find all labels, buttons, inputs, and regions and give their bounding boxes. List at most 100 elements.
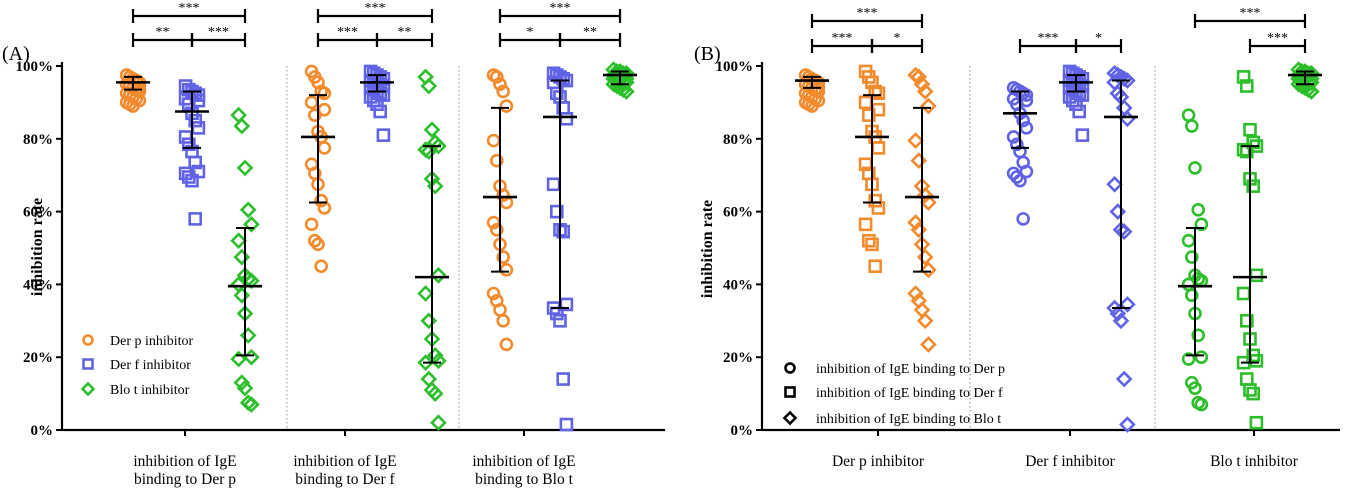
panel-a-data-point: [317, 86, 332, 101]
panel-b-data-point: [858, 95, 873, 110]
panel-a-data-point: [317, 141, 332, 155]
panel-b-data-point: [1194, 397, 1209, 412]
panel-a-group-label: binding to Der f: [295, 471, 395, 488]
panel-b-data-point: [1115, 223, 1133, 240]
panel-a-data-point: [304, 217, 319, 232]
panel-b-data-point: [858, 217, 873, 232]
panel-b-data-point: [1240, 313, 1254, 328]
panel-b-data-point: [1236, 286, 1251, 301]
panel-a-data-point: [430, 414, 447, 432]
panel-b-data-point: [868, 84, 883, 99]
panel-a-group-label: inhibition of IgE: [293, 453, 396, 470]
panel-b-data-point: [868, 259, 883, 274]
panel-a-data-point: [314, 259, 329, 274]
panel-b-data-point: [1112, 312, 1130, 330]
panel-b-legend-marker: [784, 362, 796, 374]
panel-a-y-tick-label: 0%: [31, 423, 54, 439]
panel-b-significance-label: ***: [1038, 31, 1059, 46]
panel-b-significance-label: ***: [832, 31, 853, 46]
panel-b-data-point: [1185, 288, 1199, 303]
panel-b-significance-label: ***: [1240, 6, 1261, 21]
panel-a-data-point: [496, 188, 511, 203]
panel-b-data-point: [1236, 70, 1251, 84]
panel-b-data-point: [1194, 217, 1209, 232]
panel-a-y-tick-label: 40%: [23, 277, 53, 293]
panel-a-legend-label: Der p inhibitor: [110, 334, 194, 349]
panel-a-data-point: [430, 352, 447, 370]
panel-a-data-point: [243, 216, 260, 233]
panel-a-data-point: [233, 248, 251, 266]
panel-b-data-point: [920, 261, 937, 279]
panel-b-data-point: [1119, 72, 1136, 89]
panel-a-significance-label: **: [583, 25, 597, 40]
panel-b-data-point: [1016, 113, 1031, 128]
panel-b-legend-marker: [782, 410, 798, 426]
panel-b-data-point: [871, 141, 886, 155]
panel-a-y-tick-label: 80%: [23, 132, 53, 148]
panel-b-data-point: [868, 193, 883, 208]
panel-a-data-point: [499, 99, 514, 113]
panel-a-data-point: [126, 99, 140, 113]
panel-a-data-point: [185, 173, 199, 188]
panel-b-data-point: [1181, 277, 1196, 292]
panel-a-data-point: [417, 285, 434, 302]
panel-a-data-point: [233, 117, 251, 135]
panel-b-data-point: [1243, 122, 1257, 137]
panel-b-data-point: [1013, 173, 1027, 188]
panel-a-data-point: [430, 137, 447, 155]
panel-a-data-point: [553, 313, 567, 328]
panel-b-data-point: [1188, 381, 1202, 395]
panel-a-data-point: [549, 204, 564, 219]
panel-a-data-point: [486, 133, 501, 148]
panel-a-legend-marker: [82, 358, 94, 370]
panel-a-data-point: [191, 121, 206, 135]
panel-a-data-point: [496, 250, 511, 264]
panel-a-significance-label: ***: [337, 25, 358, 40]
panel-b-y-tick-label: 0%: [731, 423, 754, 439]
panel-a-data-point: [233, 374, 251, 392]
panel-a-data-point: [426, 385, 444, 402]
panel-b-group-label: Der p inhibitor: [832, 453, 925, 470]
panel-b-data-point: [865, 237, 879, 252]
panel-a-y-axis-title: inhibition rate: [29, 198, 46, 296]
panel-a-data-point: [499, 337, 514, 352]
panel-a-data-point: [370, 97, 384, 112]
panel-a-data-point: [178, 130, 193, 144]
panel-b-data-point: [861, 233, 876, 248]
panel-a-data-point: [556, 71, 571, 86]
panel-b-significance-label: ***: [1267, 31, 1288, 46]
panel-b-significance-label: ***: [857, 6, 878, 21]
panel-a-group-label: binding to Der p: [134, 471, 236, 488]
panel-b-data-point: [1009, 137, 1024, 152]
panel-a-legend-marker: [80, 381, 96, 397]
panel-a-legend-marker: [82, 334, 94, 346]
panel-a-y-tick-label: 100%: [16, 59, 54, 75]
panel-a-data-point: [618, 83, 635, 100]
panel-b-data-point: [1185, 119, 1199, 133]
panel-a-data-point: [420, 77, 438, 95]
panel-b-data-point: [1119, 296, 1136, 313]
panel-a-data-point: [486, 286, 501, 301]
panel-a-data-point: [243, 396, 260, 413]
panel-a-legend-label: Blo t inhibitor: [110, 383, 190, 398]
panel-b-data-point: [1072, 104, 1086, 119]
panel-b-data-point: [1249, 268, 1264, 283]
panel-b-data-point: [1240, 372, 1254, 386]
panel-b-data-point: [916, 186, 934, 204]
panel-b-data-point: [1191, 328, 1205, 343]
panel-a-legend-label: Der f inhibitor: [110, 358, 191, 373]
panel-a-data-point: [243, 348, 260, 366]
panel-b-y-tick-label: 40%: [723, 277, 753, 293]
panel-b-legend-marker: [784, 386, 796, 398]
panel-b-data-point: [907, 285, 924, 302]
panel-a-data-point: [489, 223, 504, 237]
panel-a-data-point: [188, 212, 202, 226]
panel-b-data-point: [1243, 383, 1257, 397]
panel-b-data-point: [1249, 415, 1264, 430]
panel-a-data-point: [420, 143, 438, 160]
panel-b-y-tick-label: 20%: [723, 350, 753, 366]
panel-b-significance-label: *: [894, 31, 901, 46]
panel-a-data-point: [129, 73, 143, 88]
panel-a-data-point: [239, 201, 257, 219]
